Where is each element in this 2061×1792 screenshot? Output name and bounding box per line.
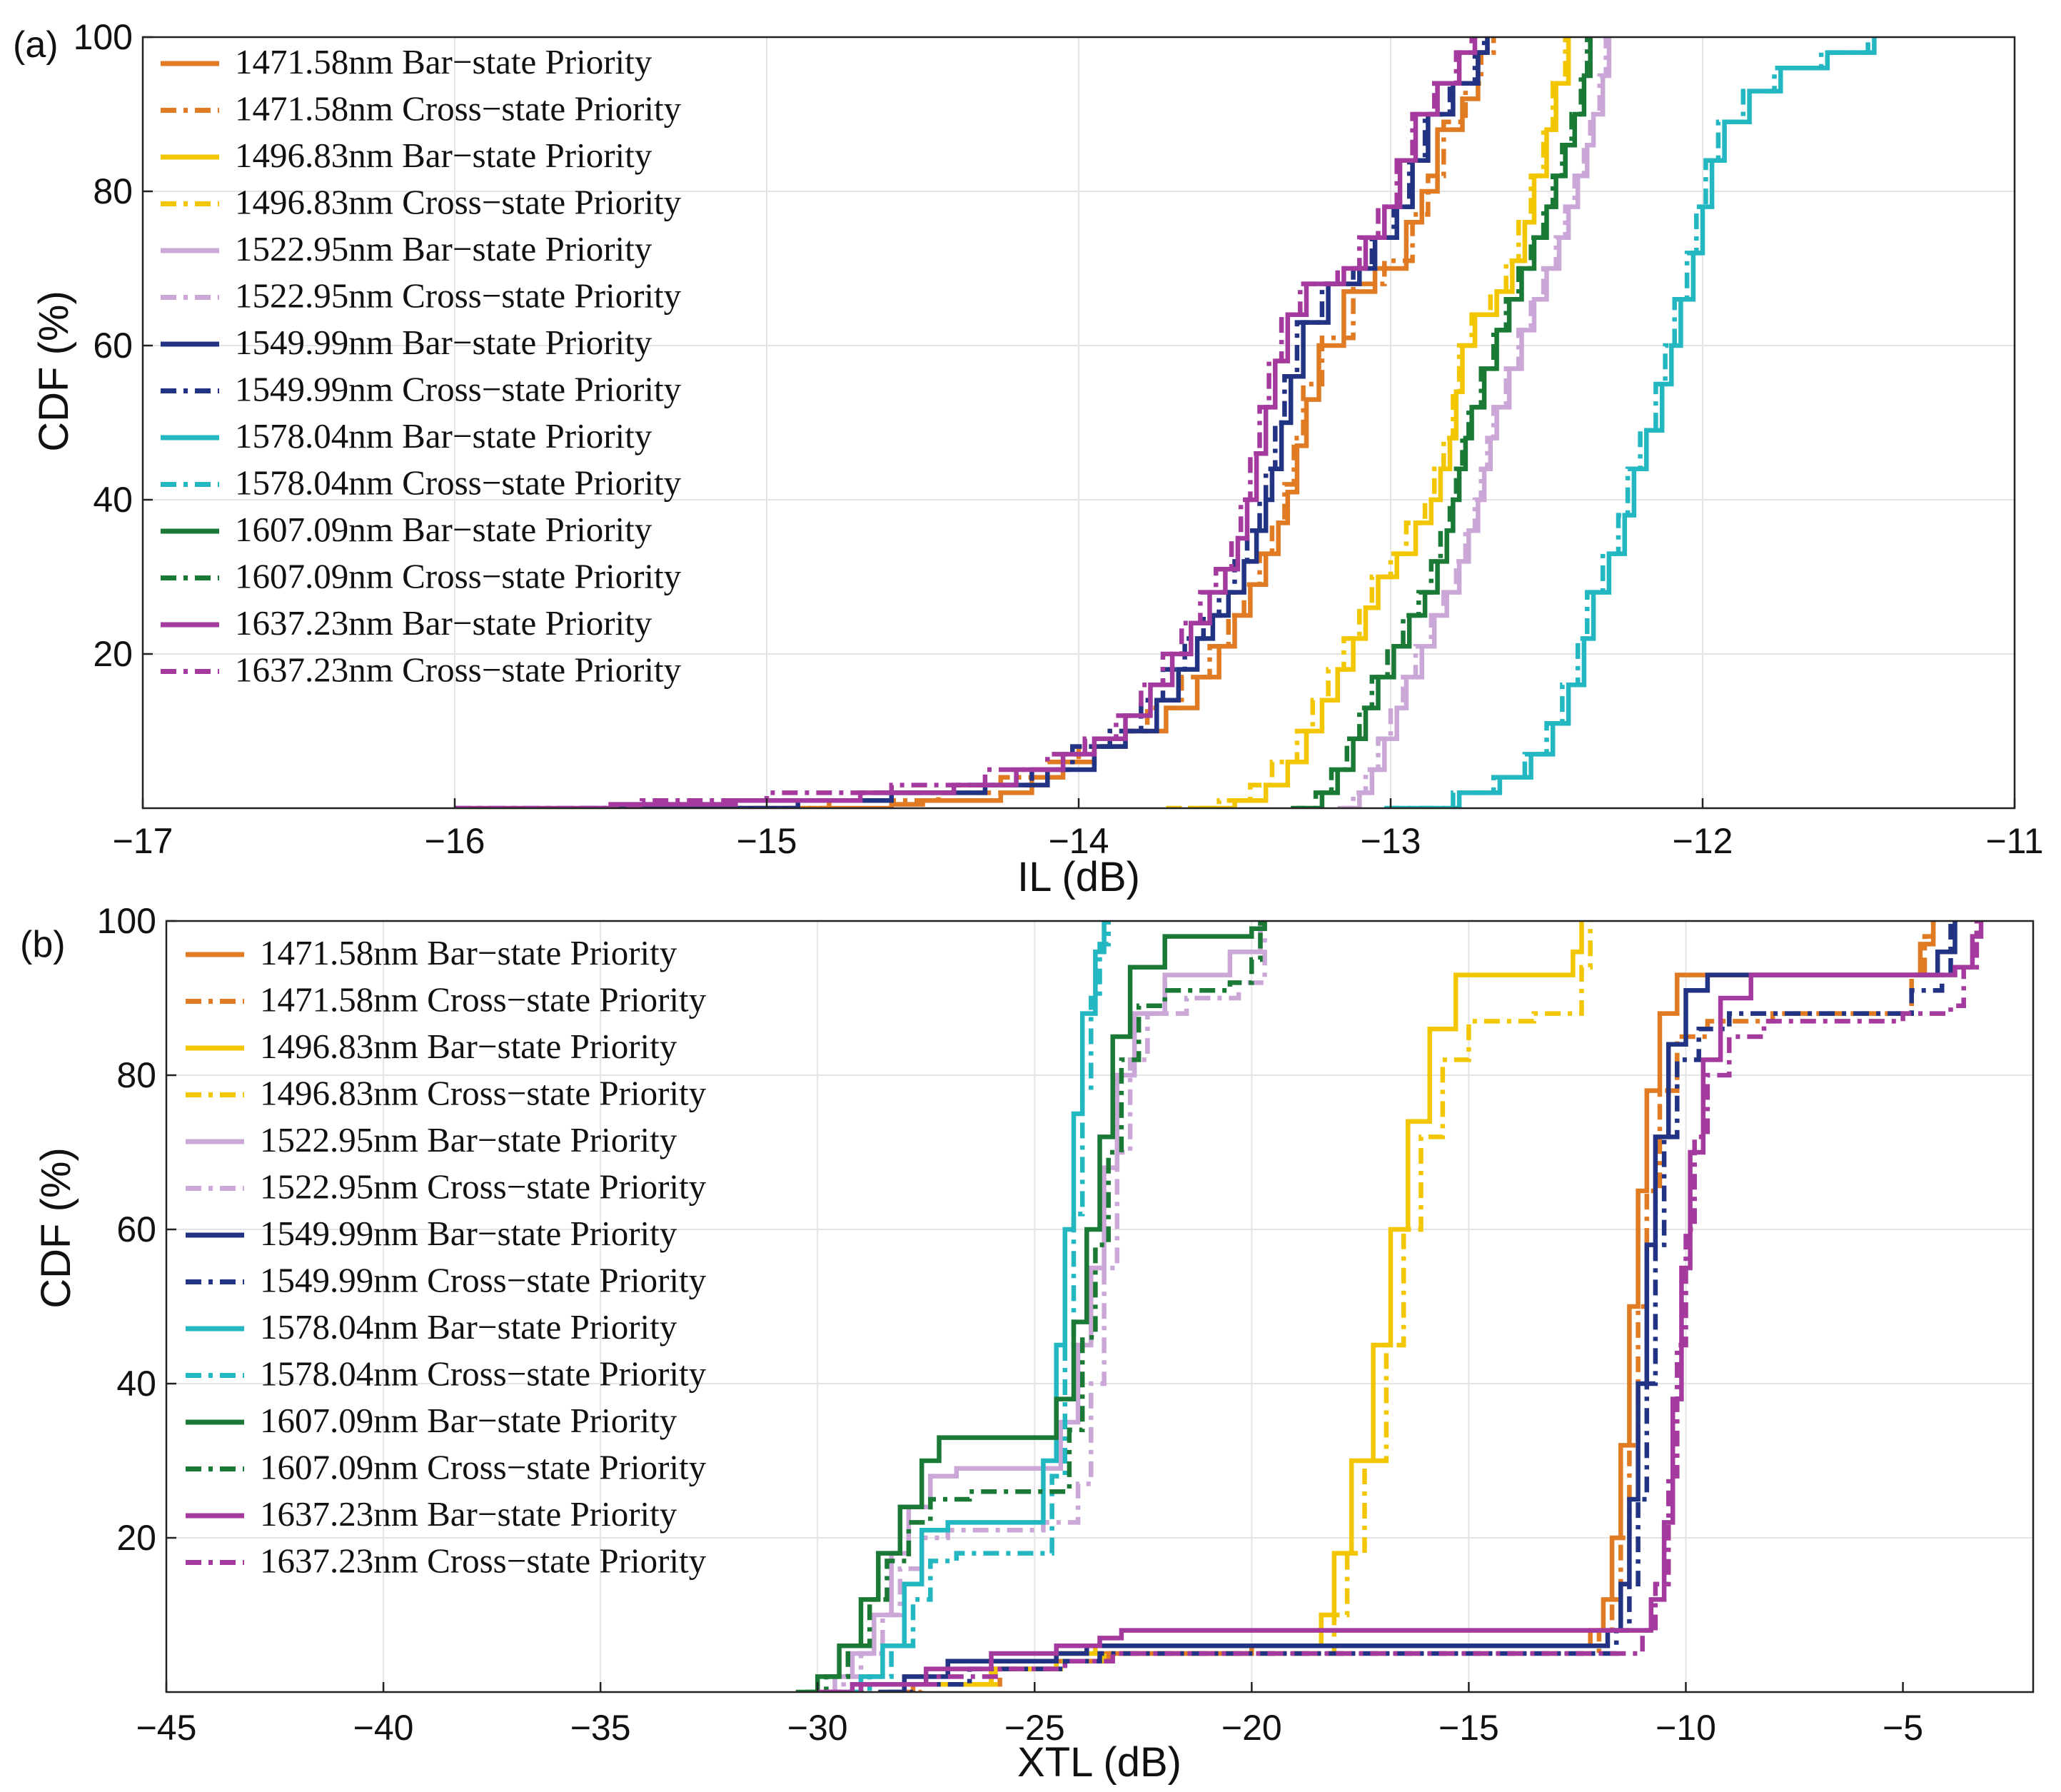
x-tick-label: −11 <box>1985 821 2043 861</box>
legend-label: 1522.95nm Bar−state Priority <box>260 1120 677 1159</box>
series-line-4 <box>887 921 1593 1692</box>
x-tick-label: −45 <box>136 1708 197 1748</box>
legend-label: 1607.09nm Cross−state Priority <box>260 1448 707 1487</box>
series-line-12 <box>805 921 1263 1692</box>
legend-label: 1607.09nm Bar−state Priority <box>235 510 652 549</box>
panel-a-x-ticks: −17 −16 −15 −14 −13 −12 −11 <box>113 798 2044 861</box>
x-tick-label: −20 <box>1221 1708 1282 1748</box>
y-tick-label: 80 <box>116 1055 156 1095</box>
legend-label: 1496.83nm Cross−state Priority <box>235 183 682 222</box>
panel-a-y-ticks: 20 40 60 80 100 <box>74 17 153 674</box>
series-line-7 <box>642 37 1490 808</box>
x-tick-label: −17 <box>113 821 173 861</box>
legend-label: 1549.99nm Cross−state Priority <box>260 1261 707 1300</box>
x-tick-label: −15 <box>1438 1708 1499 1748</box>
legend-label: 1522.95nm Cross−state Priority <box>235 276 682 316</box>
series-line-8 <box>887 921 1953 1692</box>
series-line-13 <box>817 921 1984 1692</box>
series-line-14 <box>826 921 1980 1692</box>
x-tick-label: −12 <box>1673 821 1733 861</box>
panel-b-label: (b) <box>20 924 66 965</box>
series-line-14 <box>455 37 1474 808</box>
panel-a-grid <box>143 37 2015 808</box>
series-line-6 <box>1337 37 1608 808</box>
panel-a: (a) −17 −16 −15 −14 −13 −12 −11 20 40 60 80 100 IL… <box>13 17 2044 900</box>
legend-label: 1637.23nm Bar−state Priority <box>260 1494 677 1534</box>
y-tick-label: 40 <box>116 1364 156 1404</box>
series-line-9 <box>839 921 1107 1692</box>
legend-label: 1637.23nm Cross−state Priority <box>260 1541 707 1581</box>
series-line-4 <box>1166 37 1568 808</box>
x-tick-label: −40 <box>353 1708 414 1748</box>
series-line-10 <box>1384 37 1870 808</box>
x-tick-label: −13 <box>1361 821 1421 861</box>
panel-b-grid <box>166 921 2033 1692</box>
x-tick-label: −14 <box>1049 821 1109 861</box>
legend-label: 1496.83nm Bar−state Priority <box>235 136 652 175</box>
y-tick-label: 60 <box>116 1209 156 1249</box>
panel-b-y-ticks: 20 40 60 80 100 <box>97 901 176 1558</box>
x-tick-label: −25 <box>1004 1708 1065 1748</box>
panel-a-legend: 1471.58nm Bar−state Priority 1471.58nm Cr… <box>161 42 682 690</box>
y-tick-label: 20 <box>116 1518 156 1558</box>
panel-b: (b) −45 −40 −35 −30 −25 −20 −15 −10 −5 20 40 60 80 1… <box>20 901 2035 1786</box>
legend-label: 1471.58nm Cross−state Priority <box>235 89 682 129</box>
panel-a-x-axis-title: IL (dB) <box>1017 854 1140 900</box>
y-tick-label: 100 <box>74 17 133 57</box>
panel-a-series <box>455 37 1877 808</box>
panel-a-label: (a) <box>13 24 59 66</box>
series-line-3 <box>878 921 1584 1692</box>
series-line-6 <box>826 921 1267 1692</box>
series-line-7 <box>878 921 1957 1692</box>
legend-label: 1578.04nm Bar−state Priority <box>260 1307 677 1346</box>
legend-label: 1607.09nm Cross−state Priority <box>235 557 682 596</box>
series-line-8 <box>579 37 1487 808</box>
y-tick-label: 60 <box>93 326 133 366</box>
legend-label: 1522.95nm Bar−state Priority <box>235 229 652 268</box>
x-tick-label: −5 <box>1883 1708 1923 1748</box>
legend-label: 1471.58nm Bar−state Priority <box>235 42 652 81</box>
y-tick-label: 40 <box>93 480 133 520</box>
panel-b-y-axis-title: CDF (%) <box>33 1147 79 1309</box>
legend-label: 1549.99nm Bar−state Priority <box>260 1214 677 1253</box>
legend-label: 1522.95nm Cross−state Priority <box>260 1167 707 1207</box>
series-line-10 <box>847 921 1111 1692</box>
series-line-2 <box>579 37 1496 808</box>
panel-b-legend: 1471.58nm Bar−state Priority 1471.58nm Cr… <box>186 933 707 1581</box>
legend-label: 1471.58nm Bar−state Priority <box>260 933 677 972</box>
legend-label: 1471.58nm Cross−state Priority <box>260 980 707 1020</box>
x-tick-label: −35 <box>570 1708 631 1748</box>
legend-label: 1578.04nm Cross−state Priority <box>235 463 682 503</box>
legend-label: 1496.83nm Cross−state Priority <box>260 1074 707 1113</box>
legend-label: 1549.99nm Bar−state Priority <box>235 323 652 362</box>
panel-b-series <box>795 921 1984 1692</box>
legend-label: 1637.23nm Cross−state Priority <box>235 650 682 690</box>
panel-a-y-axis-title: CDF (%) <box>31 291 77 452</box>
y-tick-label: 80 <box>93 171 133 211</box>
panel-b-x-ticks: −45 −40 −35 −30 −25 −20 −15 −10 −5 <box>136 1682 1923 1748</box>
y-tick-label: 100 <box>97 901 156 941</box>
panel-b-x-axis-title: XTL (dB) <box>1017 1739 1181 1786</box>
y-tick-label: 20 <box>93 634 133 674</box>
x-tick-label: −30 <box>787 1708 848 1748</box>
legend-label: 1607.09nm Bar−state Priority <box>260 1401 677 1440</box>
x-tick-label: −10 <box>1656 1708 1716 1748</box>
legend-label: 1578.04nm Cross−state Priority <box>260 1354 707 1394</box>
series-line-11 <box>795 921 1267 1692</box>
series-line-12 <box>1291 37 1590 808</box>
legend-label: 1578.04nm Bar−state Priority <box>235 416 652 455</box>
legend-label: 1549.99nm Cross−state Priority <box>235 370 682 409</box>
panel-b-plot-frame <box>165 920 2035 1693</box>
legend-label: 1637.23nm Bar−state Priority <box>235 603 652 643</box>
x-tick-label: −16 <box>425 821 485 861</box>
legend-label: 1496.83nm Bar−state Priority <box>260 1027 677 1066</box>
x-tick-label: −15 <box>737 821 797 861</box>
